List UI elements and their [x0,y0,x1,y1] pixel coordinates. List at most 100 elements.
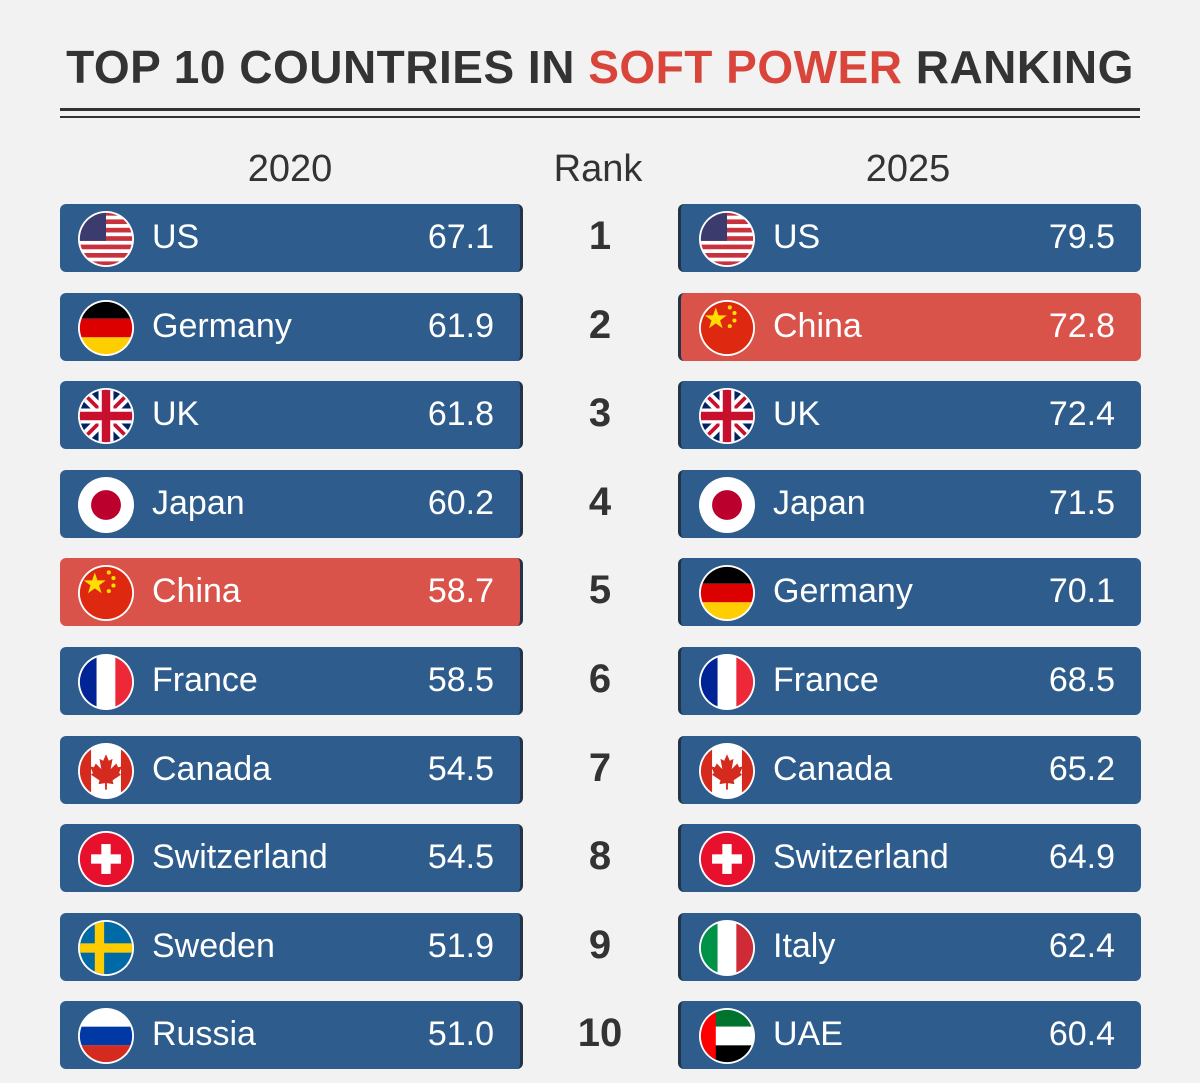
score: 60.4 [1048,1015,1115,1054]
country-row: UK 72.4 [678,381,1141,450]
country-row: Japan 60.2 [60,469,523,538]
score: 70.1 [1048,572,1115,611]
country-name: Switzerland [152,838,328,877]
score: 72.4 [1048,395,1115,434]
country-name: UAE [773,1015,843,1054]
country-row: US 67.1 [60,204,523,272]
country-name: France [773,661,879,699]
flag [699,654,755,710]
country-name: Sweden [152,926,275,965]
score: 58.7 [427,572,494,611]
title-after: RANKING [915,41,1134,93]
column-header: 2025 [865,148,951,190]
country-row: France 58.5 [60,647,523,715]
flag [78,919,134,976]
country-row: US 79.5 [678,204,1141,272]
rank-number: 2 [588,302,612,347]
flag [78,299,134,356]
flag [699,831,755,888]
country-row: Sweden 51.9 [60,912,523,981]
country-row: France 68.5 [678,647,1141,715]
country-row: Russia 51.0 [60,1001,523,1070]
country-name: Canada [773,749,893,788]
country-name: US [773,218,821,256]
rank-number: 5 [588,568,612,613]
country-name: Japan [152,483,245,522]
score: 61.9 [427,306,494,345]
flag [78,742,134,799]
flag [78,654,134,710]
score: 54.5 [427,749,494,788]
rank-number: 8 [588,834,612,879]
flag [699,742,755,799]
score: 72.8 [1048,306,1115,345]
title-rule [60,116,1140,118]
country-name: UK [152,395,200,434]
country-name: China [773,306,862,345]
flag [78,565,134,622]
country-row: Switzerland 54.5 [60,824,523,893]
column-header: Rank [553,148,643,190]
score: 60.2 [427,483,494,522]
country-row: China 72.8 [678,292,1141,361]
country-name: Canada [152,749,272,788]
score: 51.0 [427,1015,494,1054]
score: 68.5 [1048,661,1115,699]
flag [699,1008,755,1065]
flag [699,388,755,445]
score: 64.9 [1048,838,1115,877]
score: 54.5 [427,838,494,877]
score: 71.5 [1048,483,1115,522]
country-name: Russia [152,1015,256,1054]
country-row: Canada 54.5 [60,735,523,804]
rank-number: 10 [577,1011,623,1056]
rank-number: 7 [588,745,612,790]
country-row: UK 61.8 [60,381,523,450]
score: 58.5 [427,661,494,699]
country-name: UK [773,395,821,434]
title: TOP 10 COUNTRIES IN SOFT POWER RANKING [60,40,1140,94]
country-row: Germany 70.1 [678,558,1141,627]
score: 67.1 [427,218,494,256]
flag [78,211,134,267]
score: 61.8 [427,395,494,434]
score: 62.4 [1048,926,1115,965]
country-name: US [152,218,200,256]
score: 79.5 [1048,218,1115,256]
country-row: Japan 71.5 [678,469,1141,538]
country-row: Switzerland 64.9 [678,824,1141,893]
flag [78,476,134,533]
flag [699,476,755,533]
flag [699,211,755,267]
country-name: Italy [773,926,836,965]
country-name: Switzerland [773,838,949,877]
country-name: Japan [773,483,866,522]
title-before: TOP 10 COUNTRIES IN [66,41,575,93]
flag [78,1008,134,1065]
flag [699,919,755,976]
score: 65.2 [1048,749,1115,788]
flag [78,831,134,888]
title-highlight: SOFT POWER [588,41,903,93]
rank-number: 4 [588,479,612,524]
rank-number: 3 [588,391,612,436]
column-header: 2020 [247,148,333,190]
country-name: Germany [152,306,292,345]
country-row: China 58.7 [60,558,523,627]
country-row: Germany 61.9 [60,292,523,361]
title-rule [60,108,1140,111]
flag [699,299,755,356]
rank-number: 1 [588,214,612,258]
country-row: Canada 65.2 [678,735,1141,804]
score: 51.9 [427,926,494,965]
rank-number: 9 [588,922,612,967]
flag [78,388,134,445]
country-name: France [152,661,258,699]
flag [699,565,755,622]
rank-number: 6 [588,657,612,701]
country-row: UAE 60.4 [678,1001,1141,1070]
country-row: Italy 62.4 [678,912,1141,981]
country-name: Germany [773,572,913,611]
country-name: China [152,572,241,611]
